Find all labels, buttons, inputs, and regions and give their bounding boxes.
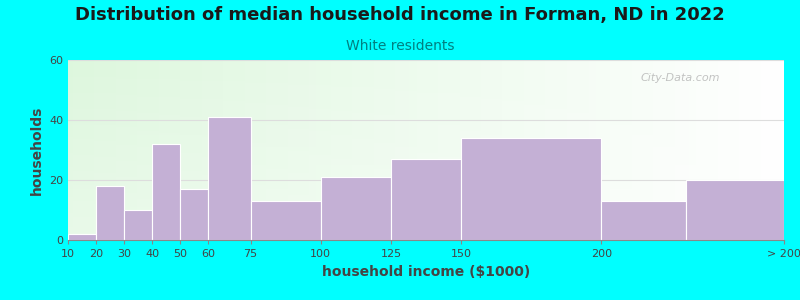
Bar [686,180,784,240]
Bar [602,201,686,240]
Bar [180,189,208,240]
Bar [152,144,180,240]
Bar [461,138,602,240]
Bar [124,210,152,240]
Bar [391,159,461,240]
Text: City-Data.com: City-Data.com [641,73,720,82]
Bar [250,201,321,240]
Bar [321,177,391,240]
Y-axis label: households: households [30,105,43,195]
Bar [96,186,124,240]
Text: White residents: White residents [346,39,454,53]
X-axis label: household income ($1000): household income ($1000) [322,265,530,279]
Text: Distribution of median household income in Forman, ND in 2022: Distribution of median household income … [75,6,725,24]
Bar [68,234,96,240]
Bar [208,117,250,240]
